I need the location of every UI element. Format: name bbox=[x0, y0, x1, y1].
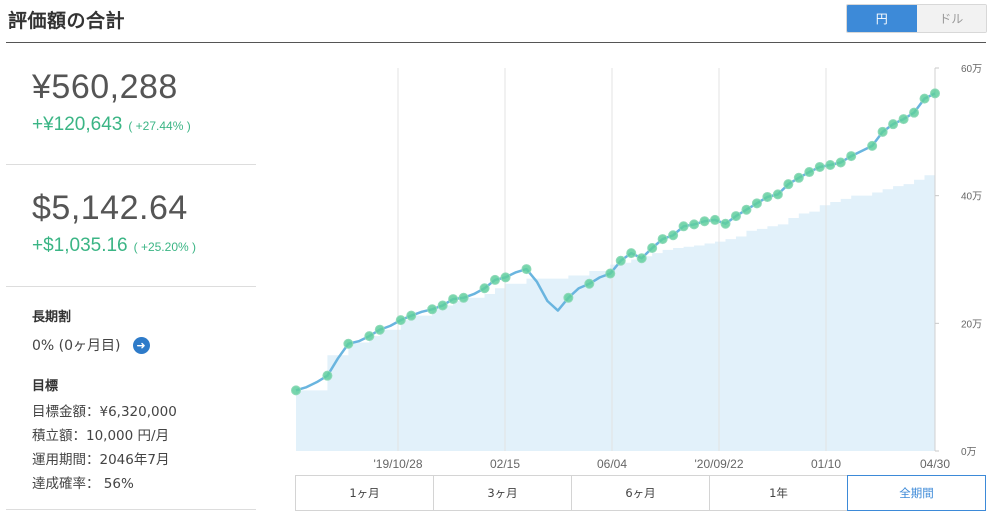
contribution-marker bbox=[605, 268, 616, 279]
contribution-marker bbox=[909, 107, 920, 118]
contribution-marker bbox=[710, 214, 721, 225]
contribution-marker bbox=[291, 385, 301, 396]
x-tick-label: 04/30 bbox=[920, 457, 950, 471]
range-tab-3-months[interactable]: 3ヶ月 bbox=[433, 475, 572, 511]
long-term-title: 長期割 bbox=[32, 310, 72, 325]
valuation-chart: '19/10/28 02/15 06/04 '20/09/22 01/10 04/30 0万… bbox=[280, 60, 990, 475]
contribution-marker bbox=[678, 221, 689, 232]
contribution-marker bbox=[374, 324, 385, 335]
summary-panel: ¥560,288 +¥120,643 ( +27.44% ) $5,142.64 … bbox=[6, 44, 256, 514]
header: 評価額の合計 円 ドル bbox=[0, 0, 990, 44]
usd-gain: +$1,035.16 ( +25.20% ) bbox=[32, 235, 196, 257]
x-tick-label: 06/04 bbox=[597, 457, 627, 471]
jpy-gain-amount: +¥120,643 bbox=[32, 114, 123, 135]
contribution-marker bbox=[720, 218, 731, 229]
contribution-marker bbox=[751, 198, 762, 209]
valuation-chart-svg: '19/10/28 02/15 06/04 '20/09/22 01/10 04/30 0万… bbox=[291, 64, 982, 471]
usd-gain-amount: +$1,035.16 bbox=[32, 235, 128, 256]
goal-probability: 達成確率： 56% bbox=[32, 476, 134, 492]
contribution-marker bbox=[898, 114, 909, 125]
long-term-row: 0% (0ヶ月目) ➜ bbox=[32, 335, 150, 355]
contribution-marker bbox=[657, 234, 668, 245]
contribution-marker bbox=[479, 283, 490, 294]
currency-jpy-button[interactable]: 円 bbox=[847, 5, 917, 32]
contribution-marker bbox=[563, 292, 574, 303]
principal-area bbox=[296, 170, 935, 451]
panel-divider bbox=[6, 509, 256, 510]
long-term-value: 0% (0ヶ月目) bbox=[32, 338, 121, 354]
usd-gain-percent: ( +25.20% ) bbox=[133, 240, 196, 254]
contribution-marker bbox=[521, 264, 532, 275]
currency-toggle: 円 ドル bbox=[846, 4, 987, 33]
contribution-marker bbox=[406, 310, 417, 321]
range-tab-6-months[interactable]: 6ヶ月 bbox=[571, 475, 710, 511]
x-tick-label: '20/09/22 bbox=[694, 457, 743, 471]
range-tab-1-year[interactable]: 1年 bbox=[709, 475, 848, 511]
x-tick-label: 01/10 bbox=[811, 457, 841, 471]
usd-summary: $5,142.64 +$1,035.16 ( +25.20% ) bbox=[6, 165, 256, 287]
y-tick-label: 40万 bbox=[961, 192, 982, 203]
contribution-marker bbox=[364, 331, 375, 342]
contribution-marker bbox=[730, 211, 741, 222]
contribution-marker bbox=[490, 274, 501, 285]
y-tick-label: 0万 bbox=[961, 447, 977, 458]
arrow-right-circle-icon[interactable]: ➜ bbox=[132, 336, 150, 354]
contribution-marker bbox=[668, 230, 679, 241]
contribution-marker bbox=[888, 119, 899, 130]
goal-period: 運用期間：2046年7月 bbox=[32, 452, 170, 468]
usd-total-value: $5,142.64 bbox=[32, 189, 188, 227]
x-tick-label: '19/10/28 bbox=[373, 457, 422, 471]
contribution-marker bbox=[343, 338, 354, 349]
contribution-marker bbox=[846, 151, 857, 162]
contribution-marker bbox=[804, 167, 815, 178]
contribution-marker bbox=[322, 370, 333, 381]
goal-monthly-contribution: 積立額：10,000 円/月 bbox=[32, 428, 170, 444]
header-divider bbox=[6, 42, 986, 43]
contribution-marker bbox=[689, 219, 700, 230]
x-tick-label: 02/15 bbox=[490, 457, 520, 471]
contribution-marker bbox=[793, 172, 804, 183]
contribution-marker bbox=[867, 140, 878, 151]
jpy-gain-percent: ( +27.44% ) bbox=[128, 119, 191, 133]
page-title: 評価額の合計 bbox=[8, 10, 126, 32]
contribution-marker bbox=[458, 292, 469, 303]
range-tab-all[interactable]: 全期間 bbox=[847, 475, 986, 511]
contribution-marker bbox=[626, 248, 637, 259]
contribution-marker bbox=[919, 93, 930, 104]
contribution-marker bbox=[877, 126, 888, 137]
range-tabs: 1ヶ月 3ヶ月 6ヶ月 1年 全期間 bbox=[295, 475, 986, 511]
currency-usd-button[interactable]: ドル bbox=[916, 5, 986, 32]
jpy-summary: ¥560,288 +¥120,643 ( +27.44% ) bbox=[6, 44, 256, 165]
goal-title: 目標 bbox=[32, 379, 59, 394]
contribution-marker bbox=[741, 204, 752, 215]
jpy-gain: +¥120,643 ( +27.44% ) bbox=[32, 114, 191, 136]
y-tick-label: 20万 bbox=[961, 319, 982, 330]
contribution-marker bbox=[825, 160, 836, 171]
contribution-marker bbox=[636, 253, 647, 264]
contribution-marker bbox=[772, 189, 783, 200]
jpy-total-value: ¥560,288 bbox=[32, 68, 178, 106]
contribution-marker bbox=[783, 179, 794, 190]
contribution-marker bbox=[615, 255, 626, 266]
contribution-marker bbox=[448, 294, 459, 305]
contribution-marker bbox=[500, 272, 511, 283]
contribution-marker bbox=[395, 315, 406, 326]
contribution-marker bbox=[427, 304, 438, 315]
contribution-marker bbox=[814, 161, 825, 172]
goal-amount: 目標金額：¥6,320,000 bbox=[32, 404, 177, 420]
contribution-marker bbox=[584, 278, 595, 289]
contribution-marker bbox=[437, 300, 448, 311]
contribution-marker bbox=[835, 157, 846, 168]
contribution-marker bbox=[762, 191, 773, 202]
range-tab-1-month[interactable]: 1ヶ月 bbox=[295, 475, 434, 511]
contribution-marker bbox=[699, 216, 710, 227]
contribution-marker bbox=[647, 243, 658, 254]
contribution-marker bbox=[930, 88, 940, 99]
y-tick-label: 60万 bbox=[961, 64, 982, 75]
